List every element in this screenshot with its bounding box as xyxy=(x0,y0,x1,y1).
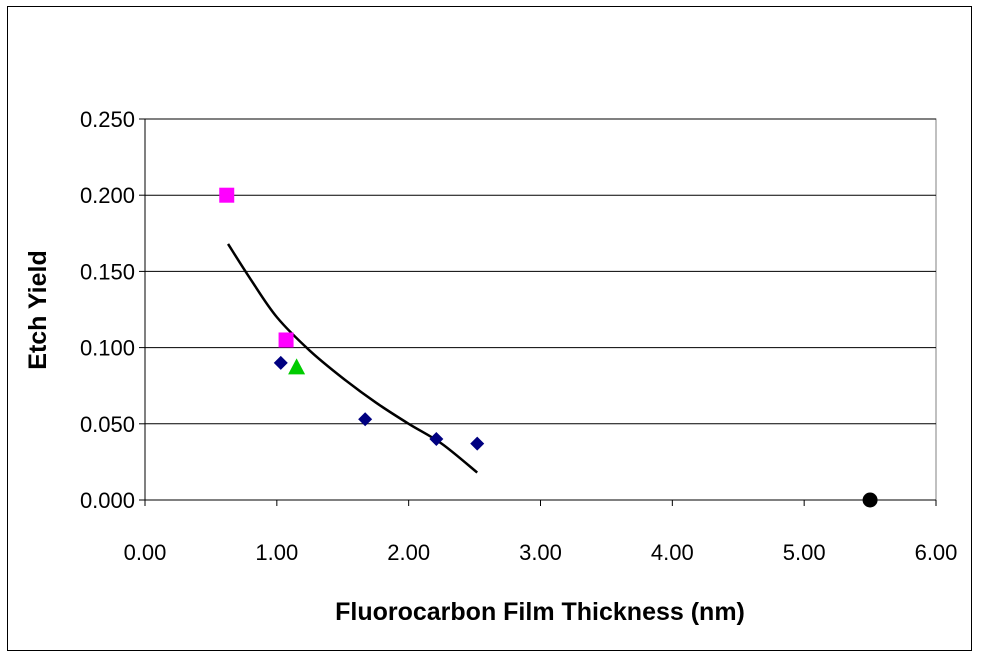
axes xyxy=(144,119,936,501)
square-marker xyxy=(219,187,235,203)
y-tick-label: 0.150 xyxy=(80,259,135,284)
x-tick-label: 4.00 xyxy=(651,540,694,565)
x-tick-label: 0.00 xyxy=(124,540,167,565)
plot-area xyxy=(144,118,937,501)
y-axis-title: Etch Yield xyxy=(24,250,52,369)
diamond-marker xyxy=(470,436,485,451)
diamond-marker xyxy=(358,412,373,427)
diamond-marker xyxy=(429,432,444,447)
y-tick-label: 0.100 xyxy=(80,336,135,361)
x-tick-label: 2.00 xyxy=(387,540,430,565)
gridlines xyxy=(139,118,937,506)
y-tick-label: 0.250 xyxy=(80,107,135,132)
x-axis-title: Fluorocarbon Film Thickness (nm) xyxy=(335,598,745,626)
y-tick-labels: 0.000 0.050 0.100 0.150 0.200 0.250 xyxy=(80,107,135,513)
x-tick-labels: 0.00 1.00 2.00 3.00 4.00 5.00 6.00 xyxy=(124,540,958,565)
y-tick-label: 0.050 xyxy=(80,412,135,437)
x-tick-label: 3.00 xyxy=(519,540,562,565)
y-tick-label: 0.000 xyxy=(80,488,135,513)
x-tick-label: 1.00 xyxy=(255,540,298,565)
x-tick-label: 5.00 xyxy=(783,540,826,565)
square-marker xyxy=(278,332,294,348)
x-tick-label: 6.00 xyxy=(915,540,958,565)
y-tick-label: 0.200 xyxy=(80,183,135,208)
circle-marker xyxy=(862,492,878,508)
diamond-marker xyxy=(273,355,288,370)
triangle-marker xyxy=(288,358,306,375)
data-points xyxy=(219,187,878,508)
